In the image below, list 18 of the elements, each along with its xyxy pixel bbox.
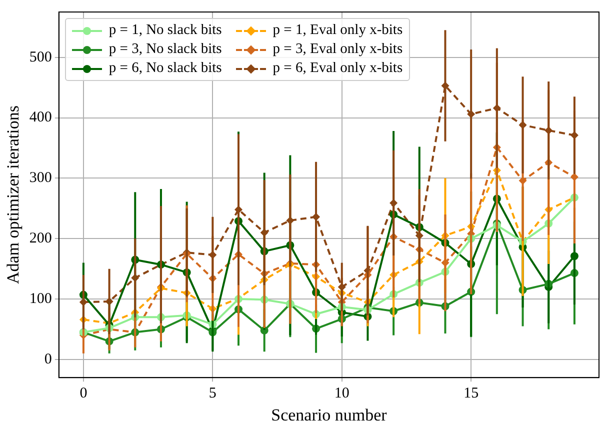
- legend-label: p = 6, Eval only x-bits: [272, 60, 403, 77]
- legend-label: p = 1, Eval only x-bits: [272, 22, 403, 39]
- y-tick-label: 200: [29, 230, 52, 247]
- x-tick-label: 10: [334, 386, 350, 402]
- y-tick-label: 300: [29, 170, 52, 186]
- y-tick-label: 100: [29, 290, 52, 307]
- y-tick-label: 500: [29, 49, 52, 66]
- legend-label: p = 3, Eval only x-bits: [272, 41, 403, 58]
- legend-label: p = 3, No slack bits: [108, 41, 222, 58]
- y-tick-label: 0: [44, 351, 52, 368]
- legend-label: p = 6, No slack bits: [108, 60, 222, 77]
- x-tick-label: 0: [80, 386, 88, 402]
- y-axis-title: Adam optimizer iterations: [4, 106, 23, 284]
- y-tick-label: 400: [29, 110, 52, 126]
- x-axis-title: Scenario number: [271, 405, 388, 424]
- legend-label: p = 1, No slack bits: [108, 22, 222, 39]
- x-tick-label: 15: [464, 386, 479, 402]
- x-tick-label: 5: [208, 386, 216, 402]
